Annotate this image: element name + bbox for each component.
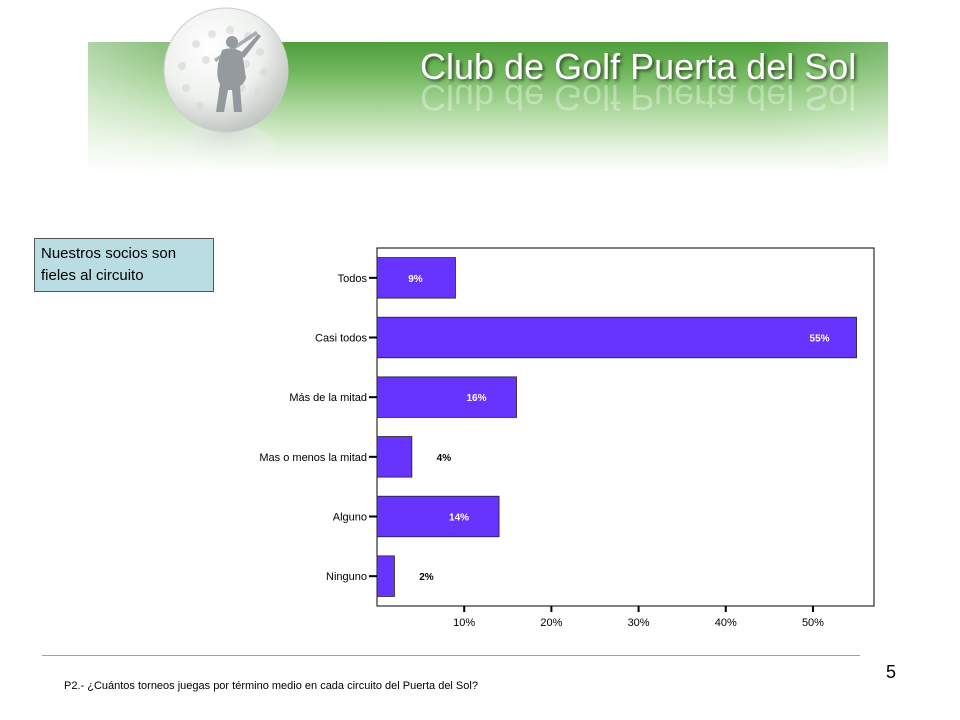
data-label: 16% xyxy=(467,393,487,404)
y-tick-label: Alguno xyxy=(333,512,367,524)
page-title: Club de Golf Puerta del Sol xyxy=(420,46,857,87)
x-tick-label: 50% xyxy=(802,617,824,629)
y-tick-label: Ninguno xyxy=(326,571,367,583)
data-label: 14% xyxy=(449,513,469,524)
y-tick-label: Más de la mitad xyxy=(289,392,367,404)
callout-box: Nuestros socios son fieles al circuito xyxy=(34,238,214,292)
data-label: 4% xyxy=(437,453,452,464)
golf-ball-logo-icon xyxy=(163,7,289,164)
y-tick-label: Todos xyxy=(338,273,368,285)
bar xyxy=(376,316,857,359)
page-number: 5 xyxy=(886,662,897,682)
plot-area xyxy=(376,247,875,607)
page-title-reflection: Club de Golf Puerta del Sol xyxy=(420,77,857,118)
bar xyxy=(376,257,456,299)
data-label: 2% xyxy=(419,572,434,583)
bar xyxy=(376,495,500,538)
bar xyxy=(376,436,413,478)
footer-divider xyxy=(42,655,860,656)
callout-text: Nuestros socios son fieles al circuito xyxy=(41,245,177,284)
x-tick-label: 30% xyxy=(628,617,650,629)
data-label: 55% xyxy=(810,334,830,345)
bar-chart: Todos 9% Casi todos 55% Más de la mitad 16% Ma… xyxy=(259,247,875,629)
x-tick-label: 10% xyxy=(453,617,475,629)
survey-question: P2.- ¿Cuántos torneos juegas por término… xyxy=(64,680,478,692)
bar xyxy=(376,376,517,418)
x-tick-label: 40% xyxy=(715,617,737,629)
data-label: 9% xyxy=(408,274,423,285)
y-tick-label: Casi todos xyxy=(315,333,367,345)
bar xyxy=(376,555,395,597)
x-tick-label: 20% xyxy=(540,617,562,629)
y-tick-label: Mas o menos la mitad xyxy=(259,452,367,464)
